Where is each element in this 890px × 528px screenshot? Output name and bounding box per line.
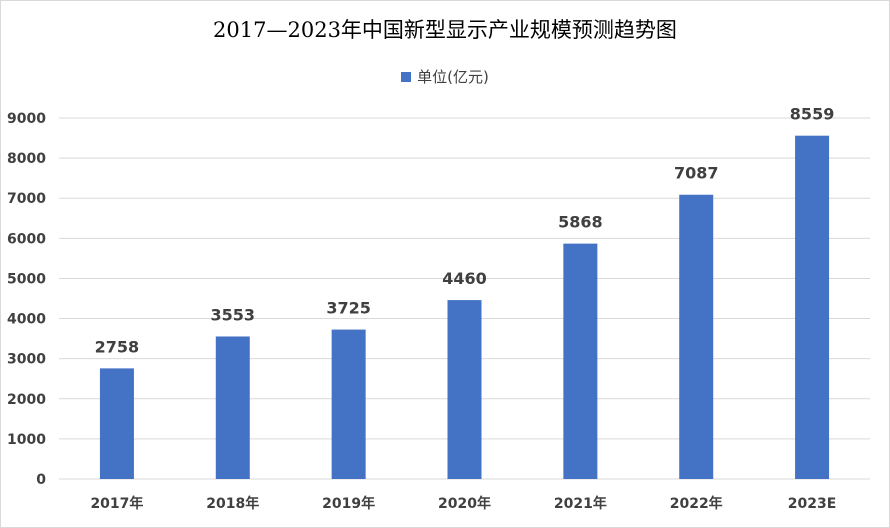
bar bbox=[447, 300, 482, 479]
x-tick-label: 2019年 bbox=[322, 495, 375, 512]
legend-swatch bbox=[401, 71, 412, 82]
x-tick-label: 2023E bbox=[788, 496, 837, 512]
bar bbox=[215, 336, 250, 479]
y-tick-label: 0 bbox=[36, 472, 46, 488]
y-tick-label: 9000 bbox=[7, 111, 46, 127]
x-tick-label: 2022年 bbox=[670, 495, 723, 512]
y-tick-label: 5000 bbox=[7, 271, 46, 287]
x-tick-label: 2017年 bbox=[90, 495, 143, 512]
y-tick-label: 4000 bbox=[7, 312, 46, 328]
bar bbox=[679, 194, 714, 480]
bar bbox=[563, 243, 598, 479]
x-tick-label: 2021年 bbox=[554, 495, 607, 512]
y-tick-label: 2000 bbox=[7, 392, 46, 408]
data-label: 8559 bbox=[790, 105, 835, 124]
y-tick-label: 3000 bbox=[7, 352, 46, 368]
bar bbox=[99, 368, 134, 479]
y-tick-label: 1000 bbox=[7, 432, 46, 448]
legend-label: 单位(亿元) bbox=[417, 68, 489, 86]
bar bbox=[331, 329, 366, 479]
x-tick-label: 2020年 bbox=[438, 495, 491, 512]
y-tick-label: 6000 bbox=[7, 231, 46, 247]
bar bbox=[795, 135, 830, 479]
y-tick-label: 7000 bbox=[7, 191, 46, 207]
data-label: 2758 bbox=[95, 337, 140, 356]
y-tick-label: 8000 bbox=[7, 151, 46, 167]
data-label: 3553 bbox=[211, 305, 256, 324]
data-label: 5868 bbox=[558, 213, 603, 232]
x-tick-label: 2018年 bbox=[206, 495, 259, 512]
data-label: 4460 bbox=[442, 269, 487, 288]
data-label: 7087 bbox=[674, 164, 719, 183]
chart-title: 2017—2023年中国新型显示产业规模预测趋势图 bbox=[213, 18, 677, 42]
legend: 单位(亿元) bbox=[0, 66, 890, 87]
data-label: 3725 bbox=[326, 299, 371, 318]
